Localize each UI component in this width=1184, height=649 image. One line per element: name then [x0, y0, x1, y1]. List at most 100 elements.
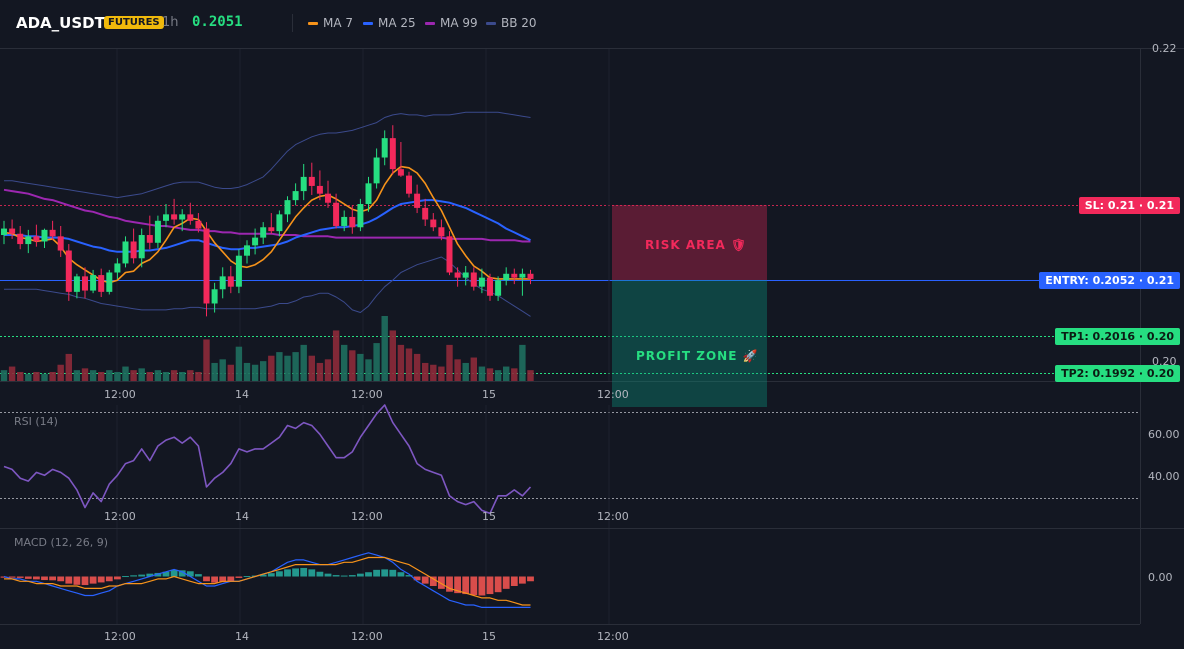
macd-histogram-bar	[89, 576, 97, 584]
legend-ma25[interactable]: MA 25	[363, 16, 416, 30]
legend-bb20[interactable]: BB 20	[486, 16, 537, 30]
macd-histogram-bar	[276, 571, 283, 577]
sl-level-pill[interactable]: SL: 0.21 · 0.21	[1078, 197, 1180, 214]
macd-histogram-bar	[203, 576, 210, 582]
candle-body	[454, 272, 461, 278]
volume-bar	[284, 355, 291, 381]
candle-body	[82, 276, 88, 291]
candle-body	[90, 275, 97, 291]
volume-bar	[170, 370, 178, 381]
rsi-title: RSI (14)	[14, 415, 58, 428]
volume-bar	[413, 353, 421, 381]
moving-averages	[3, 165, 531, 284]
volume-bar	[251, 364, 259, 381]
volume-bar	[187, 370, 194, 381]
macd-histogram-bar	[357, 573, 364, 577]
volume-bar	[65, 353, 72, 381]
volume-bar	[235, 346, 243, 381]
candle-body	[381, 138, 388, 158]
legend-swatch-ma25	[363, 22, 373, 25]
tp2-label: TP2: 0.1992	[1061, 367, 1136, 380]
volume-bar	[98, 371, 105, 381]
volume-bar	[179, 371, 186, 381]
volume-bar	[486, 368, 494, 381]
volume-bar	[511, 368, 518, 381]
legend-ma7[interactable]: MA 7	[308, 16, 353, 30]
legend-ma99[interactable]: MA 99	[425, 16, 478, 30]
volume-bar	[454, 359, 461, 381]
candle-body	[211, 289, 218, 304]
volume-bar	[89, 370, 97, 381]
macd-histogram-bar	[284, 569, 291, 577]
sl-value: 0.21	[1146, 199, 1174, 212]
time-tick: 15	[482, 630, 496, 643]
candle-body	[487, 277, 493, 296]
bollinger-bands	[4, 111, 531, 317]
time-tick: 14	[235, 630, 249, 643]
candle-body	[171, 214, 178, 220]
volume-bar	[438, 366, 445, 381]
volume-bar	[373, 343, 380, 381]
volume-bar	[25, 373, 32, 381]
volume-bar	[146, 371, 153, 381]
volume-bar	[430, 364, 437, 381]
candle-body	[41, 229, 48, 242]
volume-bar	[276, 352, 283, 381]
volume-bar	[503, 366, 510, 381]
volume-bar	[57, 364, 64, 381]
candle-body	[73, 276, 80, 292]
profit-zone-label: PROFIT ZONE 🚀	[636, 349, 759, 363]
volume-bar	[332, 330, 340, 381]
time-tick: 12:00	[104, 510, 136, 523]
chart-header: ADA_USDT FUTURES 1h 0.2051 MA 7 MA 25 MA…	[0, 0, 1184, 48]
candle-body	[292, 191, 299, 201]
risk-area-label: RISK AREA 🛡	[645, 238, 748, 252]
candle-body	[478, 277, 485, 287]
bb-lower-line	[4, 256, 531, 317]
legend-label-ma25: MA 25	[378, 16, 416, 30]
tp2-level-pill[interactable]: TP2: 0.1992 · 0.20	[1055, 365, 1180, 382]
candle-body	[187, 214, 194, 221]
candle-body	[252, 237, 259, 246]
macd-histogram-bar	[300, 567, 308, 577]
symbol-title[interactable]: ADA_USDT	[16, 14, 105, 32]
volume-bar	[365, 359, 372, 381]
volume-bar	[316, 362, 324, 381]
candle-body	[260, 227, 267, 238]
macd-title: MACD (12, 26, 9)	[14, 536, 109, 549]
volume-bar	[33, 371, 40, 381]
macd-histogram-bar	[373, 569, 380, 577]
macd-histogram-bar	[519, 576, 526, 584]
volume-bar	[260, 361, 267, 381]
macd-histogram-bar	[130, 575, 137, 577]
candle-body	[65, 250, 72, 292]
volume-bar	[211, 362, 218, 381]
candle-body	[219, 276, 226, 290]
entry-level-pill[interactable]: ENTRY: 0.2052 · 0.21	[1039, 272, 1180, 289]
candle-body	[106, 272, 113, 292]
macd-histogram-bar	[49, 576, 56, 581]
time-tick: 12:00	[351, 630, 383, 643]
candle-body	[349, 216, 356, 228]
volume-bar	[389, 330, 396, 381]
timeframe-label[interactable]: 1h	[162, 15, 179, 30]
candles[interactable]	[1, 125, 534, 317]
price-tick-top: 0.22	[1152, 42, 1177, 55]
volume-bar	[405, 348, 413, 381]
candle-body	[422, 207, 429, 220]
candle-body	[316, 185, 323, 194]
candle-body	[9, 228, 16, 234]
candle-body	[397, 169, 404, 176]
volume-bar	[138, 368, 145, 381]
header-divider	[292, 14, 293, 32]
candle-body	[495, 280, 502, 296]
time-tick: 14	[235, 388, 249, 401]
volume-bar	[203, 339, 210, 381]
macd-histogram-bar	[510, 576, 518, 586]
volume-bar	[162, 371, 170, 381]
macd-histogram-bar	[527, 576, 534, 582]
legend-swatch-bb20	[486, 22, 496, 25]
tp1-level-pill[interactable]: TP1: 0.2016 · 0.20	[1055, 328, 1180, 345]
rsi-line	[3, 404, 532, 515]
